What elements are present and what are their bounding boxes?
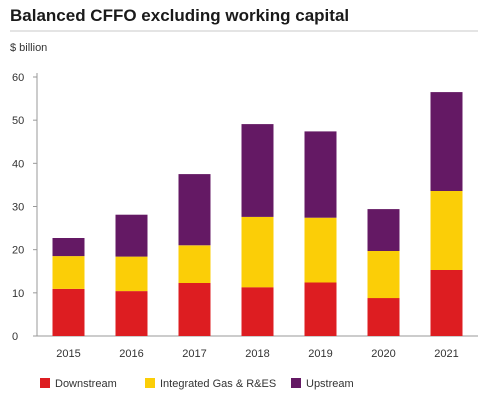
bar-2021-downstream xyxy=(430,270,463,336)
x-tick-label: 2020 xyxy=(371,348,395,360)
bar-2019-downstream xyxy=(304,282,337,336)
x-tick-label: 2019 xyxy=(308,348,332,360)
legend-label: Downstream xyxy=(55,378,117,390)
bar-2020-upstream xyxy=(367,209,400,251)
y-tick-label: 50 xyxy=(12,115,24,127)
bar-2020-downstream xyxy=(367,298,400,336)
bar-2018-upstream xyxy=(241,124,274,217)
y-tick-label: 20 xyxy=(12,245,24,257)
bar-2019-integrated-gas-r-es xyxy=(304,217,337,283)
chart-title: Balanced CFFO excluding working capital xyxy=(10,6,349,25)
bar-2017-downstream xyxy=(178,282,211,336)
bar-2018-downstream xyxy=(241,287,274,336)
bar-2015-downstream xyxy=(52,288,85,336)
y-tick-label: 40 xyxy=(12,158,24,170)
bar-2018-integrated-gas-r-es xyxy=(241,216,274,288)
x-tick-label: 2015 xyxy=(56,348,80,360)
bars xyxy=(52,92,463,336)
y-tick-label: 60 xyxy=(12,72,24,84)
x-tick-label: 2016 xyxy=(119,348,143,360)
legend-label: Upstream xyxy=(306,378,354,390)
bar-2015-upstream xyxy=(52,238,85,257)
x-tick-label: 2017 xyxy=(182,348,206,360)
y-axis-unit: $ billion xyxy=(10,42,47,54)
y-tick-label: 10 xyxy=(12,288,24,300)
bar-2017-upstream xyxy=(178,174,211,246)
bar-2021-upstream xyxy=(430,92,463,191)
bar-2016-upstream xyxy=(115,214,148,257)
legend-swatch xyxy=(145,378,155,388)
x-axis-ticks: 2015 2016 2017 2018 2019 2020 2021 xyxy=(56,348,458,360)
bar-2020-integrated-gas-r-es xyxy=(367,251,400,299)
x-tick-label: 2021 xyxy=(434,348,458,360)
legend: Downstream Integrated Gas & R&ES Upstream xyxy=(40,378,354,390)
bar-2015-integrated-gas-r-es xyxy=(52,256,85,289)
y-tick-label: 0 xyxy=(12,331,18,343)
y-axis-ticks: 0 10 20 30 40 50 60 xyxy=(12,72,37,343)
bar-2016-downstream xyxy=(115,291,148,336)
legend-swatch xyxy=(291,378,301,388)
bar-2016-integrated-gas-r-es xyxy=(115,256,148,292)
bar-2017-integrated-gas-r-es xyxy=(178,245,211,283)
legend-swatch xyxy=(40,378,50,388)
y-tick-label: 30 xyxy=(12,202,24,214)
x-tick-label: 2018 xyxy=(245,348,269,360)
legend-label: Integrated Gas & R&ES xyxy=(160,378,276,390)
bar-2021-integrated-gas-r-es xyxy=(430,191,463,270)
bar-2019-upstream xyxy=(304,131,337,218)
